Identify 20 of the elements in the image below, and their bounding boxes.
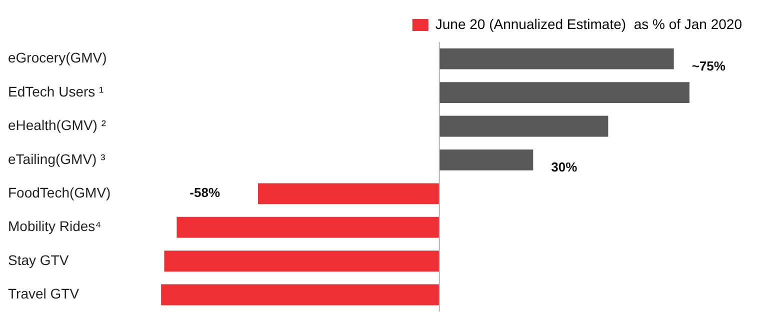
y-tick-label: EdTech Users ¹ xyxy=(8,83,104,100)
bar xyxy=(439,82,690,103)
y-tick-label: FoodTech(GMV) xyxy=(8,184,111,201)
bar xyxy=(439,116,608,137)
bar xyxy=(439,150,534,170)
legend-label: June 20 (Annualized Estimate) as % of Jan 2020 xyxy=(435,16,742,32)
y-tick-label: eHealth(GMV) ² xyxy=(8,117,106,134)
data-label: ~75% xyxy=(692,58,726,74)
bar xyxy=(439,48,674,70)
bar xyxy=(176,216,440,238)
y-tick-label: eGrocery(GMV) xyxy=(8,50,107,66)
data-label: -58% xyxy=(190,185,220,200)
y-tick-label: Mobility Rides⁴ xyxy=(8,218,102,234)
data-label: 30% xyxy=(551,160,578,175)
bar xyxy=(258,183,440,204)
y-tick-label: Travel GTV xyxy=(8,286,80,302)
y-tick-label: eTailing(GMV) ³ xyxy=(8,150,106,167)
bar xyxy=(161,284,440,306)
bar xyxy=(164,250,440,272)
y-tick-label: Stay GTV xyxy=(8,252,70,268)
